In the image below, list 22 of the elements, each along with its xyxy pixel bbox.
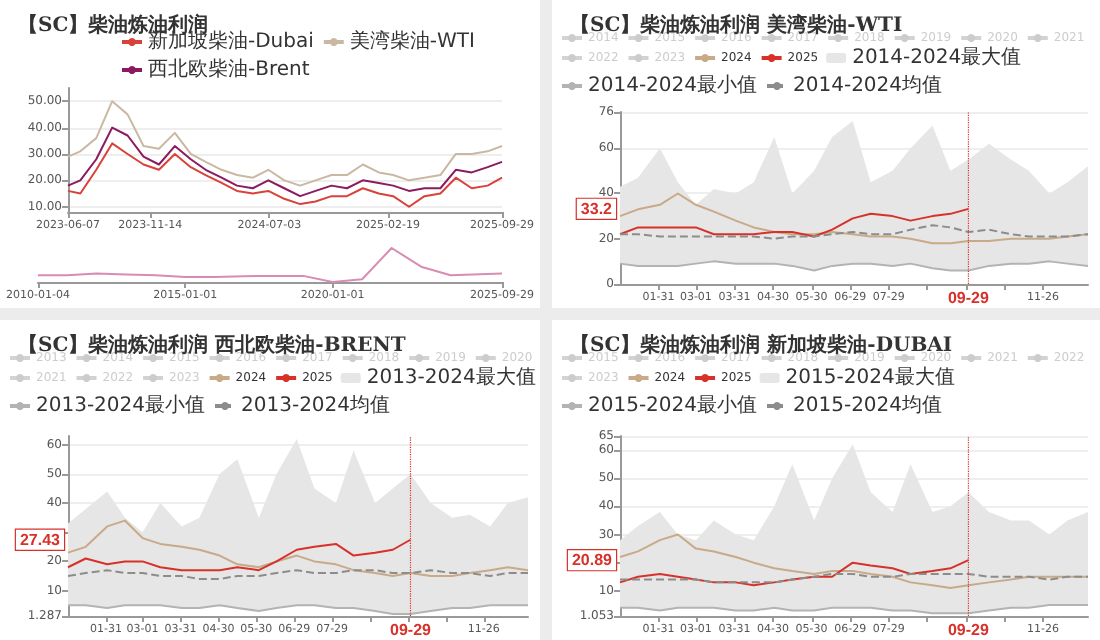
line-series [67, 142, 504, 208]
legend-label: 2014-2024最大值 [852, 45, 1022, 69]
annotation: 20.89 [571, 551, 614, 570]
legend-label: 2013-2024均值 [241, 393, 391, 417]
legend-label: 2013-2024最大值 [366, 365, 536, 389]
legend-label: 2015-2024最大值 [785, 365, 955, 389]
ref-line-label: 09-29 [947, 621, 990, 639]
ref-line-label: 09-29 [947, 289, 990, 307]
legend-label: 美湾柴油-WTI [349, 29, 475, 53]
legend-label: 西北欧柴油-Brent [148, 57, 310, 81]
chart-title: 【SC】柴油炼油利润 [18, 13, 209, 37]
legend-label: 2014-2024最小值 [588, 73, 758, 97]
ref-line-label: 09-29 [390, 621, 433, 639]
line-series [619, 224, 1089, 240]
legend-label: 2015-2024均值 [793, 393, 943, 417]
legend-label: 2013-2024最小值 [36, 393, 206, 417]
annotation: 27.43 [19, 530, 62, 549]
legend-label: 2014-2024均值 [793, 73, 943, 97]
legend-label: 2015-2024最小值 [588, 393, 758, 417]
line-series [67, 100, 504, 187]
annotation: 33.2 [580, 199, 614, 218]
line-series [67, 126, 504, 198]
